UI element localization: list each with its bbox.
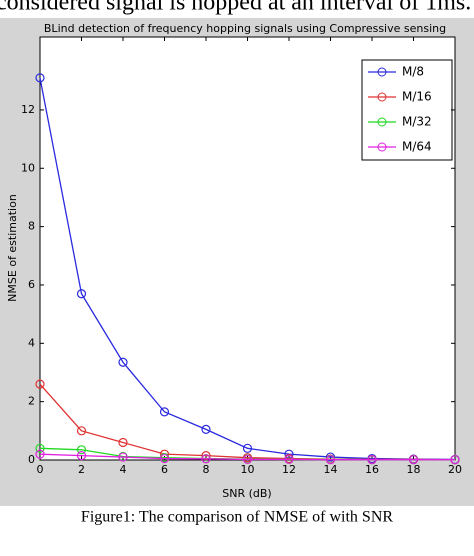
point-marker [242,443,253,453]
legend-marker [377,142,387,152]
point-marker [450,455,460,465]
point-marker [284,454,294,465]
y-tick-label: 12 [21,103,35,116]
point-marker [201,454,211,464]
x-tick-label: 8 [203,463,210,476]
legend-label: M/32 [402,115,432,129]
y-tick-label: 10 [21,161,35,174]
caption: Figure1: The comparison of NMSE of with … [81,509,393,526]
y-tick-label: 0 [28,453,35,466]
point-marker [201,424,211,434]
point-marker [35,449,45,459]
point-marker [408,455,419,465]
y-tick-label: 6 [28,278,35,291]
legend-marker [377,117,387,127]
legend-marker [377,67,387,77]
point-marker [159,453,170,464]
legend-marker [377,92,387,102]
y-tick-label: 8 [28,220,35,233]
x-tick-label: 18 [407,463,421,476]
point-marker [35,73,45,83]
series-line [39,77,456,461]
legend-label: M/8 [402,65,424,79]
point-marker [367,455,377,465]
point-marker [242,454,253,465]
legend-label: M/16 [402,90,432,104]
x-tick-label: 14 [324,463,338,476]
y-axis-label: NMSE of estimation [6,194,19,302]
point-marker [118,437,128,448]
y-tick-label: 2 [28,395,35,408]
legend-label: M/64 [402,140,432,154]
x-tick-label: 4 [120,463,127,476]
point-marker [76,451,87,461]
point-marker [76,445,87,455]
x-tick-label: 2 [78,463,85,476]
y-tick-label: 4 [28,336,35,349]
x-axis-label: SNR (dB) [222,487,271,500]
x-tick-label: 6 [161,463,168,476]
legend-box [361,59,453,161]
point-marker [35,443,45,453]
point-marker [76,426,87,436]
chart-title: BLind detection of frequency hopping sig… [44,22,446,35]
point-marker [118,357,128,367]
x-tick-label: 16 [365,463,379,476]
body-text: considered signal is hopped at an interv… [0,0,471,16]
x-tick-label: 10 [241,463,255,476]
x-tick-label: 20 [448,463,462,476]
series-line [39,453,455,461]
point-marker [76,289,87,299]
x-tick-label: 0 [37,463,44,476]
legend: M/8 M/16 M/32 M/64 [361,59,453,161]
point-marker [201,451,211,461]
point-marker [325,455,336,465]
point-marker [118,452,128,462]
point-marker [35,379,45,389]
point-marker [159,407,170,417]
x-tick-label: 12 [282,463,296,476]
